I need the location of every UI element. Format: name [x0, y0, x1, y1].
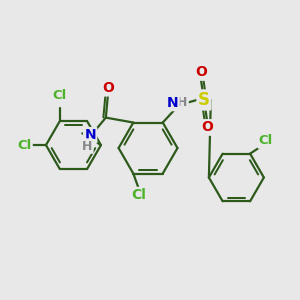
Text: N: N — [167, 96, 178, 110]
Text: S: S — [198, 91, 210, 109]
Text: H: H — [82, 140, 92, 153]
Text: O: O — [195, 65, 207, 80]
Text: O: O — [102, 81, 114, 95]
Text: N: N — [84, 128, 96, 142]
Text: Cl: Cl — [259, 134, 273, 147]
Text: H: H — [177, 96, 188, 110]
Text: Cl: Cl — [52, 89, 67, 102]
Text: Cl: Cl — [131, 188, 146, 202]
Text: O: O — [201, 120, 213, 134]
Text: Cl: Cl — [17, 139, 32, 152]
